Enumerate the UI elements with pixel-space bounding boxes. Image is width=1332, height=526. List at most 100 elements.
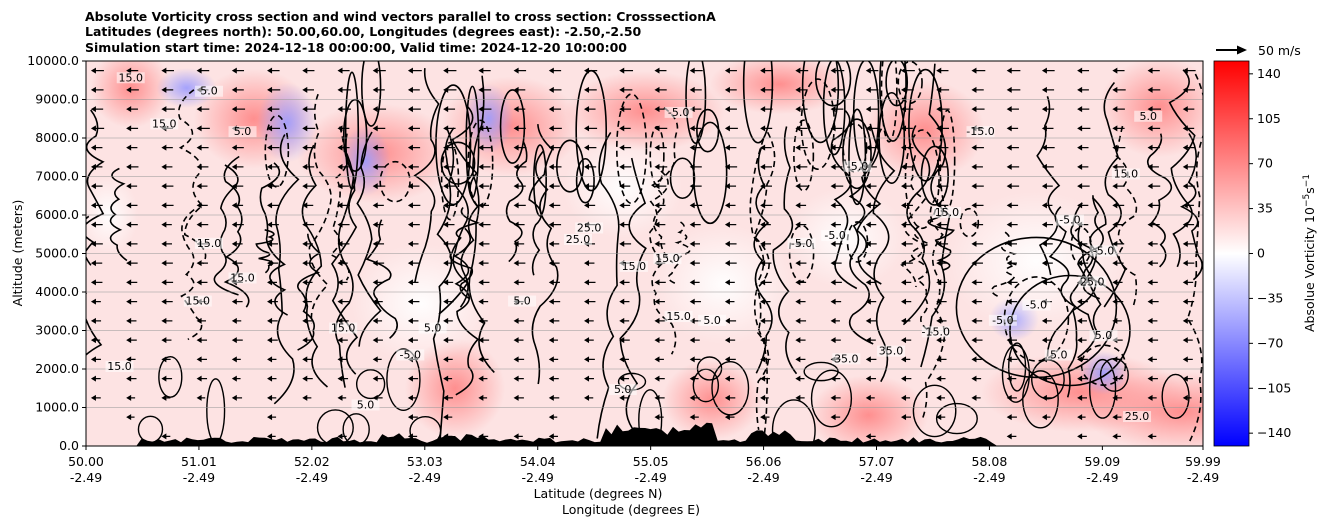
wind-arrowhead xyxy=(830,337,836,344)
wind-arrowhead xyxy=(584,67,590,74)
contour-label: 5.0 xyxy=(1050,348,1068,361)
wind-arrowhead xyxy=(936,337,942,344)
wind-arrowhead xyxy=(1112,260,1118,267)
contour-label-bg xyxy=(1134,110,1163,122)
wind-arrowhead xyxy=(126,240,132,247)
wind-arrowhead xyxy=(1147,394,1153,401)
wind-arrowhead xyxy=(724,144,730,151)
contour-label-bg xyxy=(1089,245,1118,257)
wind-arrowhead xyxy=(654,86,660,93)
wind-arrowhead xyxy=(1041,375,1047,382)
wind-arrowhead xyxy=(619,394,625,401)
wind-arrowhead xyxy=(302,106,308,113)
wind-arrowhead xyxy=(1112,183,1118,190)
contour-line xyxy=(696,356,723,381)
wind-arrowhead xyxy=(1112,317,1118,324)
vorticity-blob xyxy=(90,61,171,128)
wind-arrowhead xyxy=(1112,394,1118,401)
contour-label-bg xyxy=(821,230,850,242)
vorticity-blob xyxy=(565,71,726,152)
wind-arrowhead xyxy=(548,394,554,401)
wind-arrowhead xyxy=(90,240,96,247)
wind-arrowhead xyxy=(795,394,801,401)
contour-line xyxy=(505,140,528,263)
wind-arrowhead xyxy=(337,394,343,401)
colorbar-tick-label: 0 xyxy=(1257,246,1265,261)
wind-arrowhead xyxy=(795,163,801,170)
quiver-key-arrowhead xyxy=(1237,45,1247,55)
wind-arrowhead xyxy=(478,221,484,228)
wind-arrowhead xyxy=(971,317,977,324)
wind-arrowhead xyxy=(478,240,484,247)
wind-arrowhead xyxy=(548,183,554,190)
wind-arrowhead xyxy=(302,86,308,93)
wind-arrowhead xyxy=(407,433,413,440)
wind-arrowhead xyxy=(548,375,554,382)
wind-arrowhead xyxy=(654,240,660,247)
wind-arrowhead xyxy=(724,163,730,170)
contour-label-bg xyxy=(563,233,592,245)
wind-arrowhead xyxy=(231,67,237,74)
wind-arrowhead xyxy=(90,279,96,286)
wind-arrowhead xyxy=(584,86,590,93)
contour-line xyxy=(386,348,421,411)
wind-arrowhead xyxy=(302,67,308,74)
wind-arrowhead xyxy=(1077,356,1083,363)
wind-arrowhead xyxy=(689,279,695,286)
wind-arrowhead xyxy=(337,125,343,132)
contour-label: 15.0 xyxy=(935,206,960,219)
wind-arrowhead xyxy=(372,144,378,151)
contour-line xyxy=(301,144,329,388)
wind-arrowhead xyxy=(513,375,519,382)
wind-arrowhead xyxy=(936,106,942,113)
wind-arrowhead xyxy=(513,356,519,363)
wind-arrowhead xyxy=(795,317,801,324)
wind-arrowhead xyxy=(936,202,942,209)
wind-arrowhead xyxy=(90,356,96,363)
wind-arrowhead xyxy=(267,106,273,113)
wind-arrowhead xyxy=(584,144,590,151)
contour-label-bg xyxy=(664,106,693,118)
wind-arrowhead xyxy=(936,144,942,151)
wind-arrowhead xyxy=(830,202,836,209)
wind-arrowhead xyxy=(407,337,413,344)
wind-arrowhead xyxy=(689,221,695,228)
vorticity-blob xyxy=(808,375,929,446)
contour-line xyxy=(1036,96,1061,276)
contour-line xyxy=(749,138,770,431)
wind-arrowhead xyxy=(1112,202,1118,209)
wind-arrowhead xyxy=(1041,163,1047,170)
wind-arrowhead xyxy=(901,279,907,286)
wind-arrowhead xyxy=(1182,106,1188,113)
wind-arrowhead xyxy=(478,183,484,190)
wind-arrowhead xyxy=(865,125,871,132)
contour-line xyxy=(331,153,359,375)
wind-arrowhead xyxy=(1182,375,1188,382)
wind-arrowhead xyxy=(865,375,871,382)
wind-arrowhead xyxy=(1182,125,1188,132)
wind-arrowhead xyxy=(407,67,413,74)
wind-arrowhead xyxy=(302,279,308,286)
wind-arrowhead xyxy=(161,202,167,209)
wind-arrowhead xyxy=(372,86,378,93)
contour-line xyxy=(273,134,300,405)
wind-arrowhead xyxy=(90,221,96,228)
y-tick-label: 6000.0 xyxy=(35,207,79,222)
wind-arrowhead xyxy=(372,279,378,286)
wind-arrowhead xyxy=(901,221,907,228)
wind-arrowhead xyxy=(830,394,836,401)
wind-arrowhead xyxy=(1006,183,1012,190)
contour-line xyxy=(900,154,927,288)
contour-label-bg xyxy=(183,295,212,307)
wind-arrowhead xyxy=(548,356,554,363)
wind-arrowhead xyxy=(548,86,554,93)
wind-arrowhead xyxy=(478,106,484,113)
wind-arrowhead xyxy=(1006,221,1012,228)
wind-arrowhead xyxy=(795,260,801,267)
wind-arrowhead xyxy=(302,163,308,170)
wind-arrowhead xyxy=(1112,86,1118,93)
wind-arrowhead xyxy=(654,375,660,382)
wind-arrowhead xyxy=(795,279,801,286)
contour-line xyxy=(771,399,816,446)
wind-arrowhead xyxy=(865,356,871,363)
